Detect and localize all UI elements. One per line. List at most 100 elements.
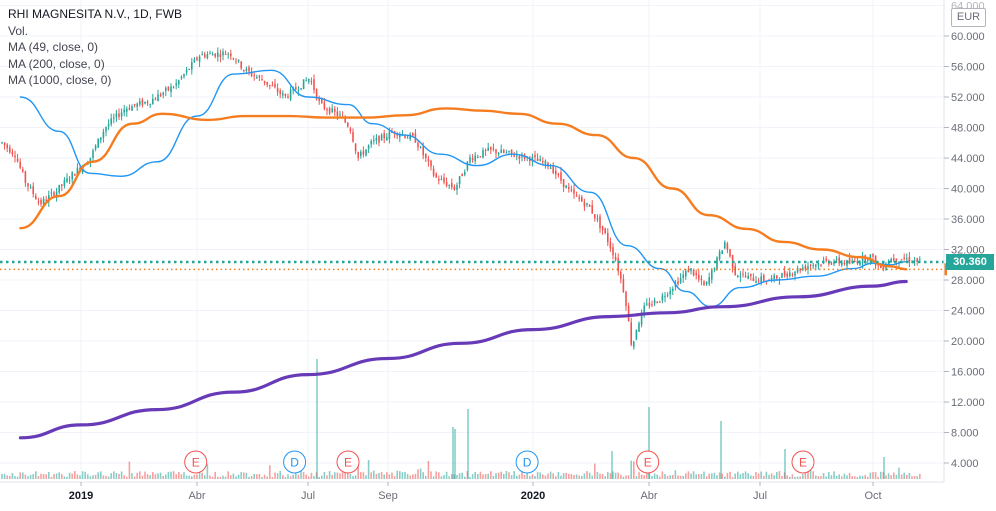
volume-bar [635, 476, 638, 479]
volume-bar [245, 472, 248, 479]
volume-bar [61, 474, 63, 479]
candle-body [357, 152, 359, 158]
volume-bar [157, 473, 159, 479]
candle-body [503, 150, 505, 153]
volume-bar [807, 471, 809, 479]
candle-body [339, 114, 341, 116]
volume-bar [191, 476, 193, 479]
volume-bar [53, 474, 55, 479]
candle-body [479, 156, 482, 158]
volume-bar [711, 473, 713, 479]
volume-bar [604, 476, 606, 479]
candle-body [159, 94, 162, 96]
candle-body [406, 137, 409, 139]
volume-bar [120, 471, 123, 479]
volume-bar [310, 472, 313, 479]
volume-bar [386, 472, 388, 479]
price-candles [1, 47, 921, 350]
price-tick-label: 52.000 [951, 92, 985, 104]
candle-body [352, 132, 354, 142]
candle-body [874, 255, 877, 266]
earnings-marker[interactable]: E [636, 450, 660, 474]
volume-bar [9, 475, 11, 479]
candle-body [518, 155, 521, 159]
volume-bar [820, 476, 822, 479]
earnings-marker[interactable]: E [791, 450, 815, 474]
volume-bar [141, 475, 144, 479]
volume-bar [406, 473, 409, 479]
candle-body [347, 123, 349, 127]
candle-body [825, 258, 827, 261]
volume-bar [214, 471, 216, 479]
candle-body [305, 80, 307, 82]
candle-body [880, 265, 882, 269]
legend-ma1000[interactable]: MA (1000, close, 0) [8, 73, 112, 88]
candle-body [97, 138, 99, 148]
volume-bar [388, 474, 391, 479]
volume-bar [570, 474, 573, 479]
candle-body [131, 106, 133, 111]
candle-body [565, 185, 567, 189]
volume-bar [664, 474, 666, 479]
candle-body [185, 69, 188, 73]
candle-body [510, 149, 513, 154]
volume-bar [250, 476, 253, 479]
volume-bar [58, 472, 60, 479]
volume-bar [653, 473, 656, 479]
candle-body [919, 259, 921, 261]
candle-body [893, 258, 895, 261]
candle-body [617, 258, 619, 272]
time-tick-label: Oct [864, 490, 881, 502]
candle-body [76, 167, 79, 176]
candle-body [724, 242, 726, 249]
volume-bar [367, 460, 370, 479]
time-tick-label: Abr [188, 490, 205, 502]
volume-bar [201, 472, 203, 479]
candle-body [583, 201, 586, 207]
candle-body [791, 274, 794, 276]
earnings-marker[interactable]: E [336, 450, 360, 474]
volume-bar [458, 473, 461, 479]
ma49-line [19, 69, 907, 308]
legend-ma49[interactable]: MA (49, close, 0) [8, 40, 99, 55]
candle-body [809, 264, 812, 266]
volume-bar [900, 474, 903, 479]
volume-bar [916, 476, 918, 479]
legend-ma200[interactable]: MA (200, close, 0) [8, 56, 105, 71]
chart-legend: RHI MAGNESITA N.V., 1D, FWB Vol. MA (49,… [8, 6, 182, 89]
candle-body [162, 92, 164, 95]
candle-body [591, 205, 593, 214]
volume-bar [804, 473, 807, 479]
candle-body [653, 300, 656, 304]
candle-body [211, 54, 214, 56]
candle-body [900, 259, 903, 261]
volume-bar [495, 473, 497, 479]
volume-bar [534, 475, 536, 479]
candle-body [378, 135, 380, 143]
volume-bar [289, 476, 292, 479]
candle-body [89, 157, 92, 164]
candle-body [812, 264, 814, 266]
candle-body [438, 178, 440, 181]
volume-bar [846, 475, 848, 479]
volume-bar [690, 473, 692, 479]
legend-volume[interactable]: Vol. [8, 23, 29, 38]
candle-body [102, 131, 105, 138]
candle-body [534, 155, 536, 158]
currency-button[interactable]: EUR [951, 8, 986, 27]
volume-bar [224, 476, 227, 479]
legend-symbol-title[interactable]: RHI MAGNESITA N.V., 1D, FWB [8, 7, 183, 21]
earnings-marker[interactable]: E [184, 450, 208, 474]
candle-body [9, 147, 11, 153]
volume-bar [482, 474, 484, 479]
volume-bar [79, 475, 81, 479]
candle-body [315, 89, 318, 99]
candle-body [110, 118, 112, 125]
dividend-marker[interactable]: D [515, 450, 539, 474]
dividend-marker[interactable]: D [283, 450, 307, 474]
candle-body [214, 53, 216, 57]
volume-bar [334, 472, 336, 479]
candle-body [796, 267, 799, 273]
